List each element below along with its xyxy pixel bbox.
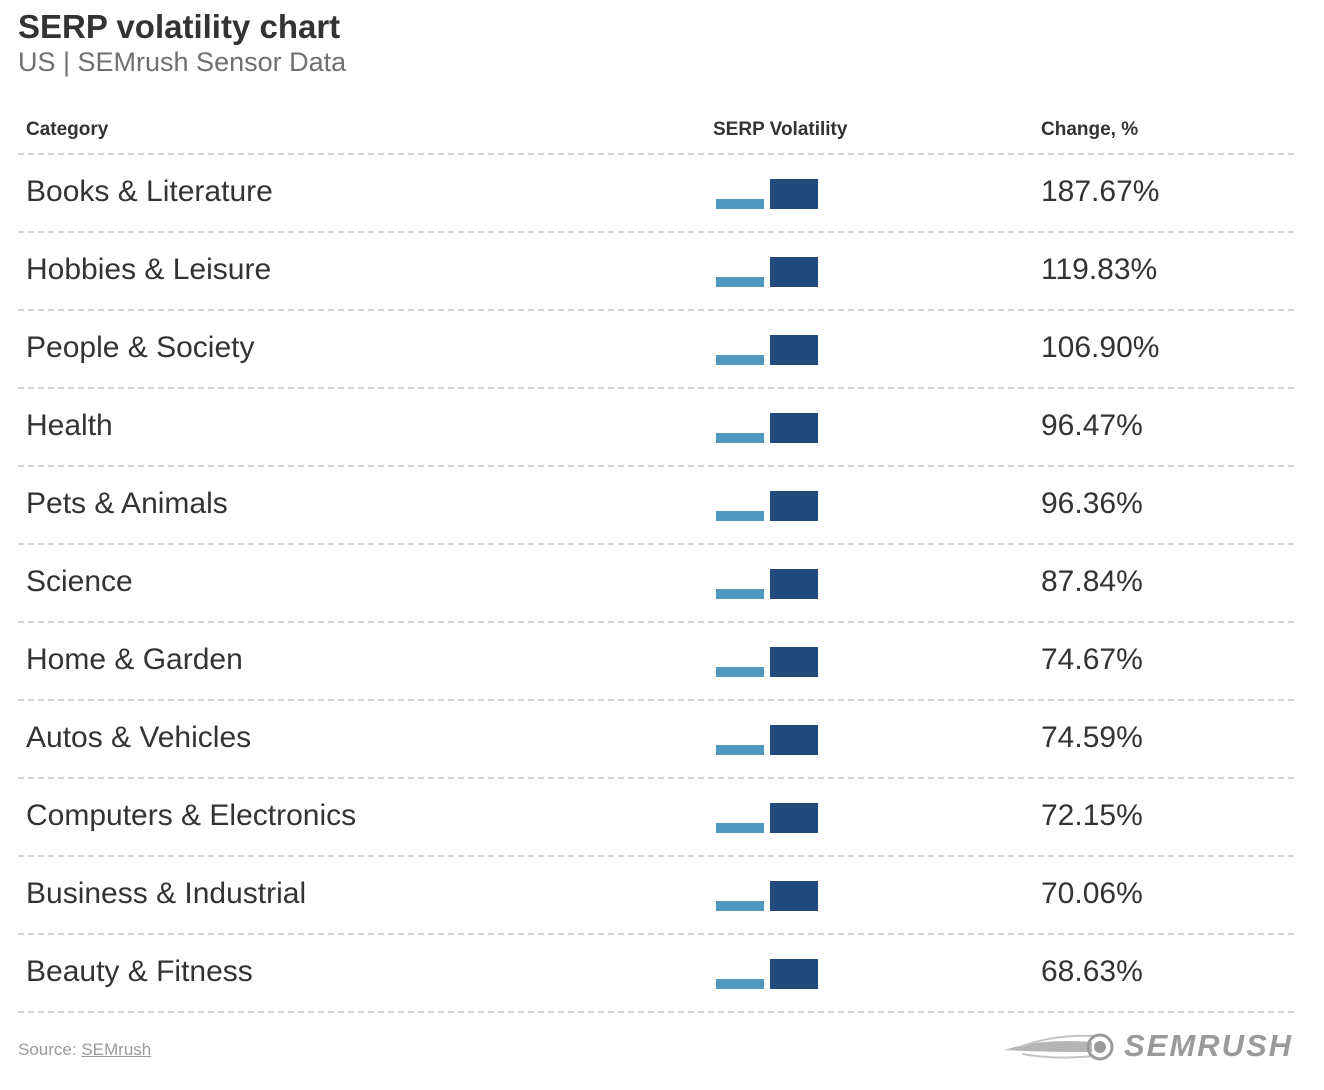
change-value: 70.06% xyxy=(1041,877,1143,910)
source-note: Source: SEMrush xyxy=(18,1040,151,1060)
table-body: Books & Literature 187.67% Hobbies & Leisu… xyxy=(18,155,1294,1013)
category-label: Pets & Animals xyxy=(26,487,228,520)
volatility-bar-current xyxy=(770,413,818,443)
table-row: Hobbies & Leisure 119.83% xyxy=(18,233,1294,311)
table-row: Books & Literature 187.67% xyxy=(18,155,1294,233)
chart-subtitle: US | SEMrush Sensor Data xyxy=(18,47,347,77)
volatility-mini-chart xyxy=(712,389,832,465)
change-value: 72.15% xyxy=(1041,799,1143,832)
table-row: People & Society 106.90% xyxy=(18,311,1294,389)
volatility-bar-previous xyxy=(716,355,764,365)
header-category: Category xyxy=(26,119,109,140)
volatility-mini-chart xyxy=(712,467,832,543)
volatility-mini-chart xyxy=(712,935,832,1011)
volatility-bar-previous xyxy=(716,667,764,677)
semrush-logo: SEMRUSH xyxy=(1002,1028,1293,1064)
volatility-mini-chart xyxy=(712,155,832,231)
table-row: Science 87.84% xyxy=(18,545,1294,623)
source-link[interactable]: SEMrush xyxy=(81,1040,152,1059)
change-value: 119.83% xyxy=(1041,253,1158,286)
volatility-mini-chart xyxy=(712,857,832,933)
category-label: Computers & Electronics xyxy=(26,799,357,832)
volatility-bar-current xyxy=(770,569,818,599)
volatility-mini-chart xyxy=(712,233,832,309)
table-row: Home & Garden 74.67% xyxy=(18,623,1294,701)
table-header: Category SERP Volatility Change, % xyxy=(18,105,1294,155)
volatility-bar-current xyxy=(770,647,818,677)
category-label: Science xyxy=(26,565,133,598)
volatility-bar-previous xyxy=(716,277,764,287)
volatility-bar-current xyxy=(770,725,818,755)
change-value: 96.47% xyxy=(1041,409,1143,442)
semrush-flame-icon xyxy=(1004,1033,1114,1061)
source-label: Source: xyxy=(18,1040,77,1059)
volatility-bar-previous xyxy=(716,745,764,755)
category-label: Home & Garden xyxy=(26,643,243,676)
change-value: 106.90% xyxy=(1041,331,1160,364)
header-change: Change, % xyxy=(1041,119,1139,140)
category-label: Hobbies & Leisure xyxy=(26,253,272,286)
volatility-bar-previous xyxy=(716,823,764,833)
volatility-mini-chart xyxy=(712,701,832,777)
change-value: 68.63% xyxy=(1041,955,1143,988)
volatility-bar-current xyxy=(770,491,818,521)
volatility-bar-current xyxy=(770,257,818,287)
logo-text: SEMRUSH xyxy=(1124,1028,1294,1063)
volatility-bar-current xyxy=(770,959,818,989)
table-row: Computers & Electronics 72.15% xyxy=(18,779,1294,857)
volatility-bar-current xyxy=(770,179,818,209)
table-row: Health 96.47% xyxy=(18,389,1294,467)
volatility-mini-chart xyxy=(712,545,832,621)
volatility-bar-current xyxy=(770,881,818,911)
table-row: Business & Industrial 70.06% xyxy=(18,857,1294,935)
volatility-bar-previous xyxy=(716,433,764,443)
category-label: Business & Industrial xyxy=(26,877,307,910)
volatility-mini-chart xyxy=(712,311,832,387)
volatility-bar-previous xyxy=(716,979,764,989)
table-row: Beauty & Fitness 68.63% xyxy=(18,935,1294,1013)
table-row: Autos & Vehicles 74.59% xyxy=(18,701,1294,779)
volatility-bar-current xyxy=(770,803,818,833)
volatility-bar-current xyxy=(770,335,818,365)
category-label: People & Society xyxy=(26,331,255,364)
change-value: 87.84% xyxy=(1041,565,1143,598)
volatility-bar-previous xyxy=(716,199,764,209)
volatility-mini-chart xyxy=(712,779,832,855)
table-row: Pets & Animals 96.36% xyxy=(18,467,1294,545)
volatility-bar-previous xyxy=(716,589,764,599)
header-serp-volatility: SERP Volatility xyxy=(713,119,848,140)
volatility-mini-chart xyxy=(712,623,832,699)
change-value: 74.59% xyxy=(1041,721,1143,754)
change-value: 187.67% xyxy=(1041,175,1160,208)
volatility-table: Category SERP Volatility Change, % Books… xyxy=(18,105,1294,1013)
chart-title: SERP volatility chart xyxy=(18,8,341,45)
category-label: Health xyxy=(26,409,113,442)
volatility-bar-previous xyxy=(716,901,764,911)
change-value: 96.36% xyxy=(1041,487,1143,520)
category-label: Books & Literature xyxy=(26,175,273,208)
change-value: 74.67% xyxy=(1041,643,1143,676)
category-label: Autos & Vehicles xyxy=(26,721,252,754)
volatility-bar-previous xyxy=(716,511,764,521)
category-label: Beauty & Fitness xyxy=(26,955,253,988)
